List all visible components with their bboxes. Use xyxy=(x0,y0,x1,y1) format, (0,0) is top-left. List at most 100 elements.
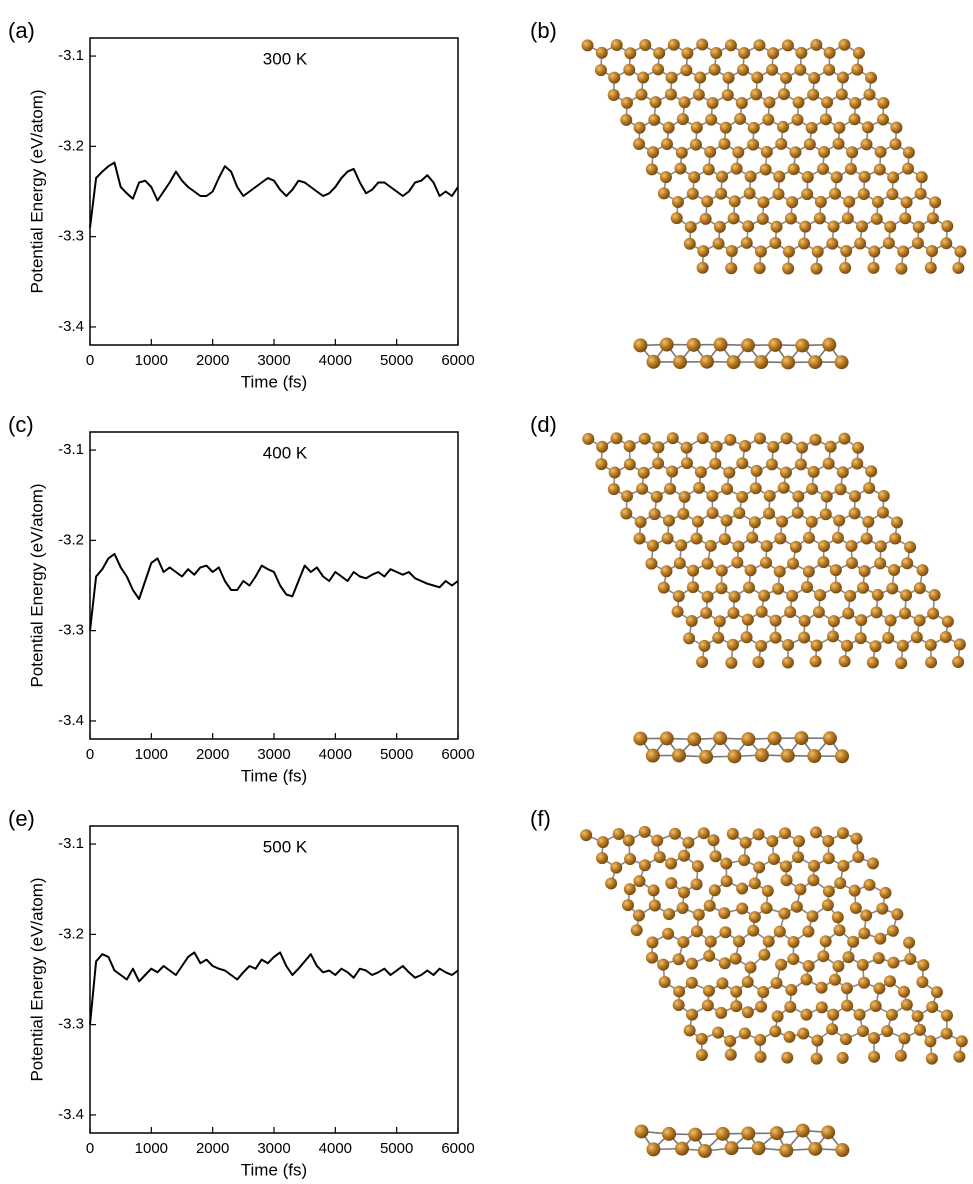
atom xyxy=(828,221,840,233)
x-tick-label: 1000 xyxy=(135,352,168,369)
atom xyxy=(891,908,903,920)
atom xyxy=(631,924,643,936)
atom xyxy=(695,466,707,478)
atom xyxy=(817,950,829,962)
y-tick-label: -3.3 xyxy=(58,228,84,245)
atom xyxy=(613,828,625,840)
atom xyxy=(803,566,815,578)
atom xyxy=(794,64,806,76)
atom xyxy=(687,581,699,593)
atom xyxy=(725,1049,737,1061)
x-tick-label: 2000 xyxy=(196,1140,229,1157)
atom xyxy=(633,732,647,746)
atom xyxy=(812,246,824,258)
atom xyxy=(698,1144,712,1158)
atom xyxy=(719,533,731,545)
atom xyxy=(954,246,966,258)
atom xyxy=(675,539,687,551)
atom xyxy=(677,936,689,948)
atom xyxy=(834,924,846,936)
atom xyxy=(801,581,813,593)
atom xyxy=(914,582,926,594)
atom xyxy=(874,557,886,569)
atom xyxy=(861,532,873,544)
annotation: 500 K xyxy=(263,837,308,856)
atom xyxy=(887,957,899,969)
atom xyxy=(842,607,854,619)
atom xyxy=(873,952,885,964)
atom xyxy=(792,851,804,863)
atom xyxy=(725,262,737,274)
atom xyxy=(662,928,674,940)
atom xyxy=(811,640,823,652)
atom xyxy=(781,432,793,444)
atom xyxy=(624,883,636,895)
atom xyxy=(798,632,810,644)
atom xyxy=(803,960,815,972)
atom xyxy=(693,482,705,494)
atom xyxy=(786,196,798,208)
atom xyxy=(696,1049,708,1061)
annotation: 300 K xyxy=(263,49,308,68)
atom xyxy=(865,465,877,477)
atom xyxy=(678,850,690,862)
atom xyxy=(727,639,739,651)
atom xyxy=(877,113,889,125)
atom xyxy=(904,953,916,965)
atom xyxy=(637,71,649,83)
y-tick-label: -3.1 xyxy=(58,835,84,852)
atom xyxy=(740,837,752,849)
atom xyxy=(885,614,897,626)
atom xyxy=(750,482,762,494)
atom xyxy=(748,122,760,134)
atom xyxy=(859,565,871,577)
x-tick-label: 6000 xyxy=(441,352,474,369)
atom xyxy=(884,221,896,233)
atom xyxy=(897,640,909,652)
atom xyxy=(904,541,916,553)
atom xyxy=(786,590,798,602)
atom xyxy=(596,852,608,864)
atom xyxy=(916,976,928,988)
atom xyxy=(838,39,850,51)
atom xyxy=(729,195,741,207)
atom xyxy=(686,977,698,989)
atom xyxy=(813,606,825,618)
atom xyxy=(899,607,911,619)
atom xyxy=(751,72,763,84)
atom xyxy=(646,355,660,369)
atom xyxy=(673,590,685,602)
atom xyxy=(635,89,647,101)
atom xyxy=(792,490,804,502)
atom xyxy=(782,262,794,274)
atom xyxy=(780,72,792,84)
atom xyxy=(736,97,748,109)
atom xyxy=(666,465,678,477)
atom xyxy=(652,441,664,453)
atom xyxy=(749,911,761,923)
atom xyxy=(802,171,814,183)
atom xyxy=(691,533,703,545)
atom xyxy=(772,583,784,595)
atom xyxy=(886,582,898,594)
atom xyxy=(851,458,863,470)
atom xyxy=(852,442,864,454)
atom xyxy=(677,508,689,520)
atom xyxy=(810,39,822,51)
atom xyxy=(712,632,724,644)
atom xyxy=(687,338,701,352)
atom xyxy=(611,39,623,51)
atom xyxy=(783,1031,795,1043)
atom xyxy=(825,441,837,453)
atom xyxy=(668,39,680,51)
atom xyxy=(837,72,849,84)
atom xyxy=(914,1024,926,1036)
atom xyxy=(859,171,871,183)
atom xyxy=(772,1010,784,1022)
atom xyxy=(796,1124,810,1138)
atom xyxy=(749,516,761,528)
atom xyxy=(687,565,699,577)
atom xyxy=(694,71,706,83)
atom xyxy=(715,582,727,594)
atom xyxy=(658,582,670,594)
